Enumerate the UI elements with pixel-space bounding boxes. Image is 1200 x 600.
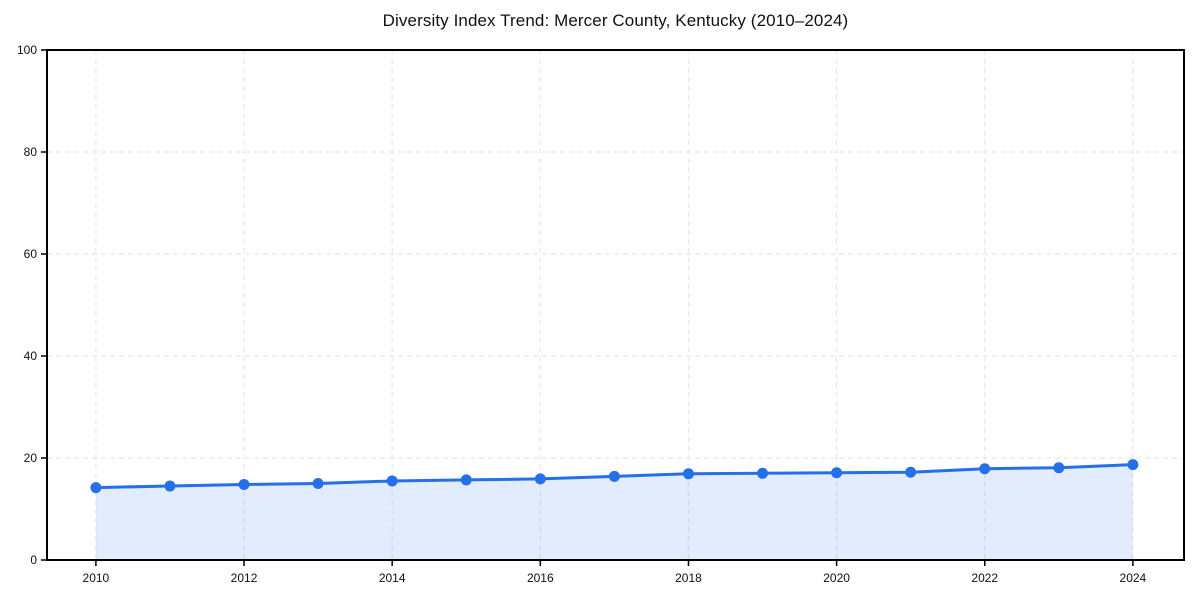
data-point-marker [312,478,324,489]
x-axis-tick-label: 2014 [379,571,406,585]
data-point-marker [460,474,472,486]
y-axis-tick-label: 20 [24,451,38,465]
data-point-marker [1053,462,1065,474]
data-point-marker [608,470,620,482]
y-axis-tick-label: 100 [17,43,37,57]
x-axis-tick-label: 2022 [971,571,998,585]
data-point-marker [164,480,176,492]
y-axis-tick-label: 40 [24,349,38,363]
y-axis-tick-label: 0 [30,553,37,567]
data-point-marker [1127,459,1139,471]
x-axis-tick-label: 2020 [823,571,850,585]
data-point-marker [90,482,102,494]
x-axis-tick-label: 2016 [527,571,554,585]
data-point-marker [682,468,694,480]
data-point-marker [534,473,546,485]
data-point-marker [386,475,398,487]
data-point-marker [905,466,917,478]
chart-title: Diversity Index Trend: Mercer County, Ke… [382,11,849,30]
data-point-marker [757,467,769,479]
axes-border [46,49,1185,561]
x-axis-tick-label: 2024 [1120,571,1147,585]
data-point-marker [979,463,991,475]
y-axis-tick-label: 80 [24,145,38,159]
x-axis-tick-label: 2012 [231,571,258,585]
y-axis-tick-label: 60 [24,247,38,261]
x-axis-tick-label: 2018 [675,571,702,585]
data-point-marker [238,479,250,491]
area-fill [95,464,1133,560]
data-point-marker [831,467,843,479]
x-axis-tick-label: 2010 [83,571,110,585]
